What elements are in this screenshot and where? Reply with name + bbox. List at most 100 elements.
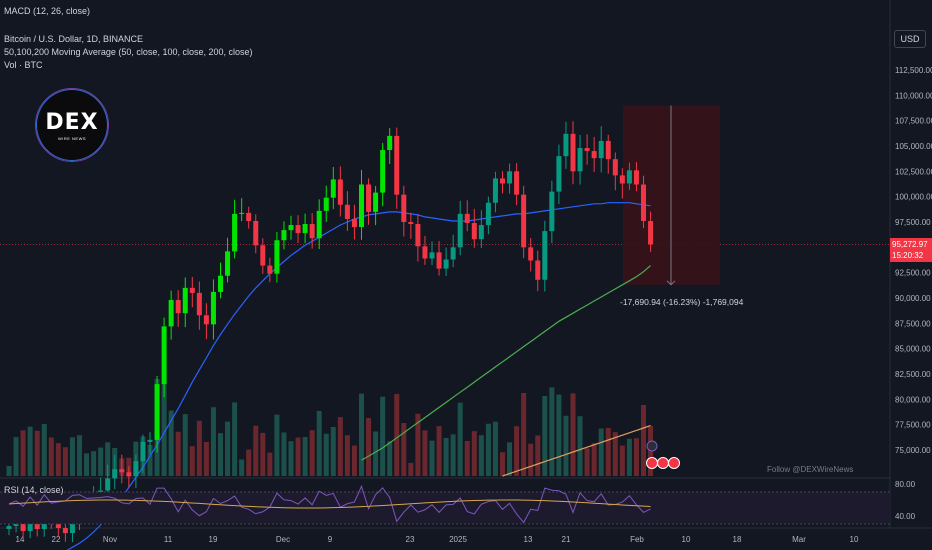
rsi-ma-line — [8, 499, 651, 509]
volume-bar — [570, 393, 576, 476]
rsi-legend[interactable]: RSI (14, close) — [4, 485, 64, 495]
x-tick-label: Dec — [276, 535, 290, 544]
volume-bar — [281, 432, 287, 476]
y-tick-label: 80,000.00 — [895, 395, 931, 404]
candle-body — [62, 528, 68, 534]
x-tick-label: 11 — [164, 535, 173, 544]
candle-body — [612, 159, 618, 176]
candle-body — [55, 520, 61, 529]
candle-body — [239, 212, 245, 214]
volume-bar — [316, 411, 322, 476]
candle-body — [330, 179, 336, 198]
volume-bar — [196, 420, 202, 476]
ma200-line — [361, 265, 651, 461]
volume-bar — [98, 447, 104, 476]
volume-bar — [232, 402, 238, 476]
candle-body — [591, 151, 597, 159]
candle-body — [535, 260, 541, 280]
volume-bar — [48, 437, 54, 476]
candle-body — [577, 148, 583, 172]
candle-body — [485, 202, 491, 226]
volume-bar — [189, 446, 195, 476]
macd-legend[interactable]: MACD (12, 26, close) — [4, 6, 91, 16]
currency-button[interactable]: USD — [894, 30, 926, 48]
volume-bar — [415, 413, 421, 476]
candle-body — [281, 230, 287, 241]
volume-bar — [366, 418, 372, 476]
candle-body — [436, 252, 442, 269]
candle-body — [133, 461, 139, 477]
volume-bar — [203, 442, 209, 476]
volume-bar — [295, 437, 301, 476]
volume-bar — [485, 423, 491, 476]
candle-body — [408, 222, 414, 225]
vol-legend[interactable]: Vol · BTC — [4, 60, 43, 70]
volume-bar — [612, 432, 618, 476]
volume-bar — [69, 437, 75, 476]
candle-body — [168, 300, 174, 327]
volume-bar — [302, 437, 308, 476]
candle-body — [175, 300, 181, 314]
measure-tool — [623, 105, 720, 286]
candle-body — [641, 184, 646, 221]
volume-bar — [55, 443, 61, 476]
volume-ma-line — [502, 425, 651, 477]
y-tick-label: 77,500.00 — [895, 421, 931, 430]
volume-bar — [330, 427, 336, 476]
volume-bar — [27, 426, 33, 476]
symbol-legend[interactable]: Bitcoin / U.S. Dollar, 1D, BINANCE — [4, 34, 144, 44]
candle-body — [450, 247, 456, 260]
candle-body — [387, 135, 393, 151]
volume-bar — [359, 393, 364, 476]
candle-body — [344, 204, 350, 219]
candle-body — [521, 194, 527, 248]
volume-bar — [77, 435, 82, 476]
volume-bar — [471, 431, 477, 476]
volume-bar — [394, 394, 400, 476]
volume-bar — [351, 445, 357, 476]
candle-body — [210, 291, 216, 325]
candle-body — [105, 478, 111, 491]
candle-body — [20, 518, 26, 532]
candle-body — [69, 520, 75, 534]
candle-body — [528, 247, 534, 261]
x-tick-label: 9 — [328, 535, 333, 544]
volume-bar — [239, 459, 245, 476]
x-tick-label: 2025 — [449, 535, 467, 544]
volume-bar — [507, 442, 513, 476]
volume-bar — [161, 380, 167, 476]
candle-body — [478, 225, 484, 240]
x-tick-label: Nov — [103, 535, 117, 544]
volume-bar — [436, 426, 442, 476]
volume-bar — [218, 433, 223, 476]
volume-bar — [373, 431, 379, 476]
volume-bar — [323, 433, 329, 476]
ma-legend[interactable]: 50,100,200 Moving Average (50, close, 10… — [4, 47, 253, 57]
candle-body — [457, 213, 463, 248]
y-tick-label: 105,000.00 — [895, 142, 932, 151]
volume-bar — [422, 430, 428, 476]
candles — [6, 121, 654, 543]
candle-body — [154, 384, 160, 440]
logo-subtext: WIRE NEWS — [57, 135, 87, 141]
volume-bar — [450, 434, 456, 476]
candle-body — [542, 231, 548, 280]
candle-body — [274, 240, 280, 274]
measure-label: -17,690.94 (-16.23%) -1,769,094 — [620, 297, 744, 307]
candle-body — [500, 178, 505, 184]
candle-body — [253, 220, 259, 246]
volume-ma — [502, 425, 651, 477]
candle-body — [429, 252, 435, 259]
y-tick-label: 100,000.00 — [895, 193, 932, 202]
candle-body — [471, 223, 477, 240]
candle-body — [119, 469, 125, 473]
event-icon — [657, 457, 669, 469]
candle-body — [605, 140, 611, 160]
rsi-tick-label: 40.00 — [895, 512, 916, 521]
volume-bar — [457, 402, 463, 476]
candle-body — [366, 184, 372, 212]
candle-body — [359, 184, 364, 228]
x-tick-label: 21 — [562, 535, 571, 544]
x-tick-label: 23 — [406, 535, 415, 544]
